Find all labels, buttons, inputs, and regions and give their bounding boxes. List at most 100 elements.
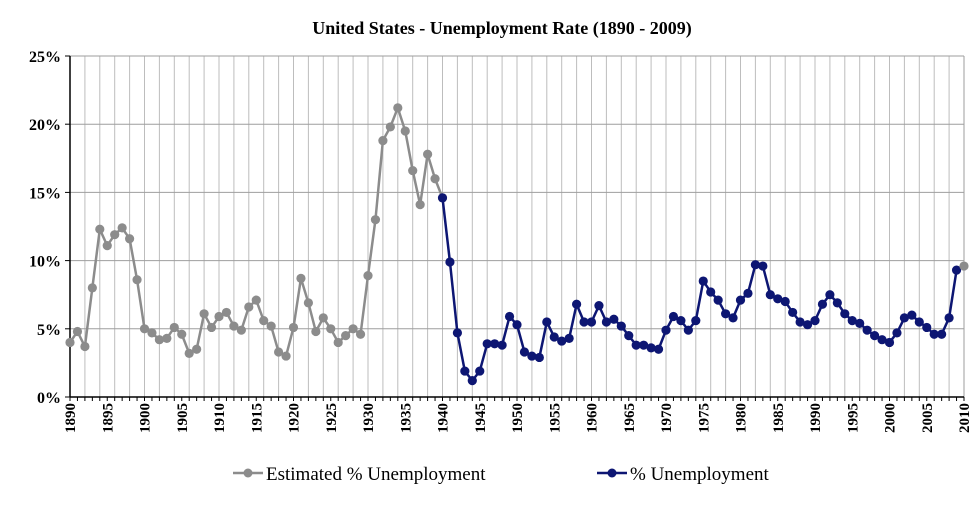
data-point	[199, 309, 209, 319]
chart-title: United States - Unemployment Rate (1890 …	[312, 18, 691, 39]
data-point	[467, 376, 477, 386]
data-point	[743, 288, 753, 298]
data-point	[549, 332, 559, 342]
x-tick-label: 1955	[547, 403, 563, 433]
data-point	[221, 307, 232, 318]
series-line-unemployment	[441, 197, 958, 382]
data-point	[624, 331, 634, 341]
data-point	[348, 324, 358, 334]
data-point	[333, 337, 343, 348]
data-point	[415, 200, 425, 210]
data-point	[922, 322, 932, 333]
data-point	[601, 317, 612, 327]
data-point	[579, 317, 589, 327]
data-point	[810, 316, 820, 326]
data-point	[482, 339, 492, 349]
series-line-estimated	[68, 106, 444, 358]
x-tick-label: 1950	[510, 403, 526, 433]
data-point	[132, 275, 142, 285]
data-point	[780, 296, 790, 307]
y-tick-label: 20%	[29, 117, 61, 134]
x-tick-label: 1920	[287, 403, 303, 433]
data-point	[341, 331, 351, 341]
data-point	[631, 340, 641, 350]
data-point	[773, 294, 783, 304]
x-tick-label: 1980	[734, 403, 750, 433]
data-point	[721, 309, 731, 319]
data-point	[147, 328, 157, 338]
data-point	[288, 322, 299, 333]
x-tick-label: 1905	[175, 403, 191, 433]
data-point	[825, 290, 835, 300]
x-axis-tick-labels: 1890 1895 1900 1905 1910 1915 1920 1925 1930 1935…	[63, 403, 973, 433]
data-point	[355, 329, 366, 339]
data-point	[572, 299, 582, 309]
x-tick-label: 1930	[361, 403, 377, 433]
data-point	[393, 103, 403, 113]
data-point	[944, 313, 954, 323]
data-point	[765, 290, 775, 300]
data-point	[832, 298, 842, 308]
data-point	[370, 215, 381, 225]
legend-item-estimated: Estimated % Unemployment	[233, 464, 486, 485]
data-point	[475, 366, 485, 376]
data-point	[586, 317, 597, 327]
data-point	[639, 340, 649, 350]
x-tick-label: 1940	[436, 403, 452, 433]
data-point	[102, 240, 112, 251]
data-point	[236, 325, 246, 335]
data-point	[437, 193, 448, 203]
data-point	[229, 321, 239, 331]
x-tick-label: 1975	[696, 403, 712, 433]
x-tick-label: 1895	[100, 403, 116, 433]
data-point	[735, 295, 746, 305]
y-tick-label: 5%	[37, 322, 61, 339]
data-point	[274, 347, 284, 357]
data-point	[788, 307, 798, 318]
data-point	[512, 320, 522, 330]
data-point	[802, 320, 813, 330]
data-point	[318, 313, 328, 323]
data-series	[65, 103, 969, 386]
data-point	[616, 321, 626, 331]
data-point	[855, 318, 865, 328]
data-point	[497, 340, 507, 350]
data-point	[713, 295, 723, 305]
data-point	[251, 295, 261, 305]
data-point	[214, 311, 224, 322]
y-tick-label: 25%	[29, 49, 61, 66]
data-point	[504, 311, 515, 322]
x-tick-label: 1960	[585, 403, 601, 433]
data-point	[423, 149, 433, 159]
data-point	[110, 230, 120, 240]
data-point	[877, 335, 887, 345]
legend-label-estimated: Estimated % Unemployment	[266, 464, 486, 485]
data-point	[840, 309, 850, 319]
data-point	[259, 316, 269, 326]
y-tick-label: 15%	[29, 185, 61, 202]
data-point	[87, 283, 97, 293]
data-point	[154, 335, 164, 345]
x-tick-label: 1900	[138, 403, 154, 433]
x-tick-label: 1925	[324, 403, 340, 433]
data-point	[676, 316, 686, 326]
data-point	[430, 174, 440, 184]
legend-item-unemployment: % Unemployment	[597, 464, 770, 485]
grid-lines	[70, 55, 964, 397]
data-point	[795, 317, 805, 327]
data-point	[139, 324, 150, 334]
data-point	[303, 298, 313, 308]
x-tick-label: 1935	[398, 403, 414, 433]
data-point	[125, 234, 135, 244]
x-tick-label: 1985	[771, 403, 787, 433]
data-point	[728, 313, 738, 323]
data-point	[542, 317, 552, 327]
x-tick-label: 1965	[622, 403, 638, 433]
x-tick-label: 1915	[249, 403, 265, 433]
axes	[65, 55, 965, 401]
data-point	[177, 329, 187, 339]
data-point	[311, 326, 321, 337]
x-tick-label: 1970	[659, 403, 675, 433]
x-tick-label: 2010	[957, 403, 973, 433]
